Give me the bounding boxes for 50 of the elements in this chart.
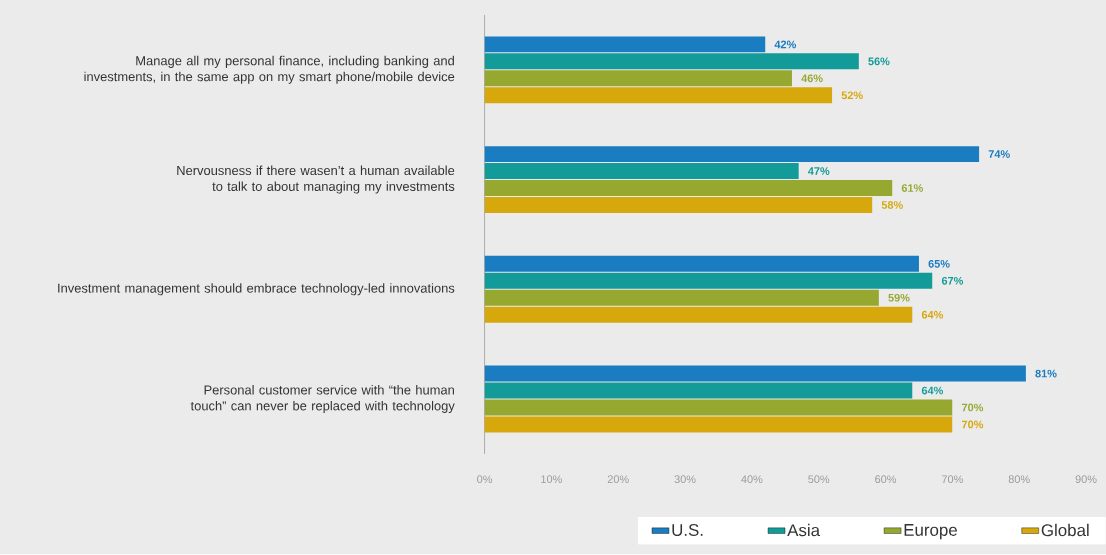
bar [484,256,919,273]
data-label: 81% [1035,369,1057,378]
x-tick-label: 90% [1075,475,1097,484]
x-tick-label: 80% [1008,475,1030,484]
data-label: 64% [921,386,944,395]
legend-label: U.S. [672,524,703,537]
data-label: 64% [921,311,944,319]
bar [484,180,893,197]
bar [484,365,1026,382]
x-tick-label: 50% [808,475,830,484]
y-tick-label: Nervousness if there wasen’t a human available to talk to about managing my investments [177,165,455,194]
y-tick-label: Personal customer service with “the human touch” can never be replaced with technology [190,385,455,414]
bar [484,70,792,87]
data-label: 70% [962,420,984,429]
data-label: 74% [988,150,1010,159]
data-label: 59% [888,294,910,302]
x-tick-label: 0% [477,475,493,484]
data-label: 46% [801,74,823,83]
bar [484,382,913,399]
data-label: 65% [928,260,950,268]
x-tick-label: 40% [741,475,763,484]
data-label: 70% [962,403,984,412]
x-tick-label: 10% [541,475,562,484]
data-label: 61% [901,184,923,193]
x-tick-label: 20% [607,475,629,484]
data-label: 67% [941,277,964,285]
bar [484,87,833,104]
data-label: 58% [881,201,903,210]
bar [484,36,766,53]
bar [484,146,980,163]
data-label: 52% [841,91,863,100]
data-label: 47% [808,167,830,176]
legend-label: Europe [904,524,957,540]
y-tick-label: Investment management should embrace technology-led innovations [58,283,455,296]
bar [484,289,879,306]
legend-label: Asia [787,524,821,537]
bar [484,53,859,70]
bar [484,399,953,416]
bar [484,163,799,180]
y-tick-label: Manage all my personal finance, including banking and investments, in the same app on my smart phone/mobile device [84,56,455,84]
legend-label: Global [1041,524,1089,537]
x-tick-label: 60% [875,475,897,484]
bar [484,273,933,289]
bar [484,306,913,323]
data-label: 56% [868,57,890,66]
x-tick-label: 30% [674,475,696,484]
bar [484,197,873,214]
x-tick-label: 70% [941,475,963,484]
data-label: 42% [774,40,796,49]
bar [484,416,953,433]
